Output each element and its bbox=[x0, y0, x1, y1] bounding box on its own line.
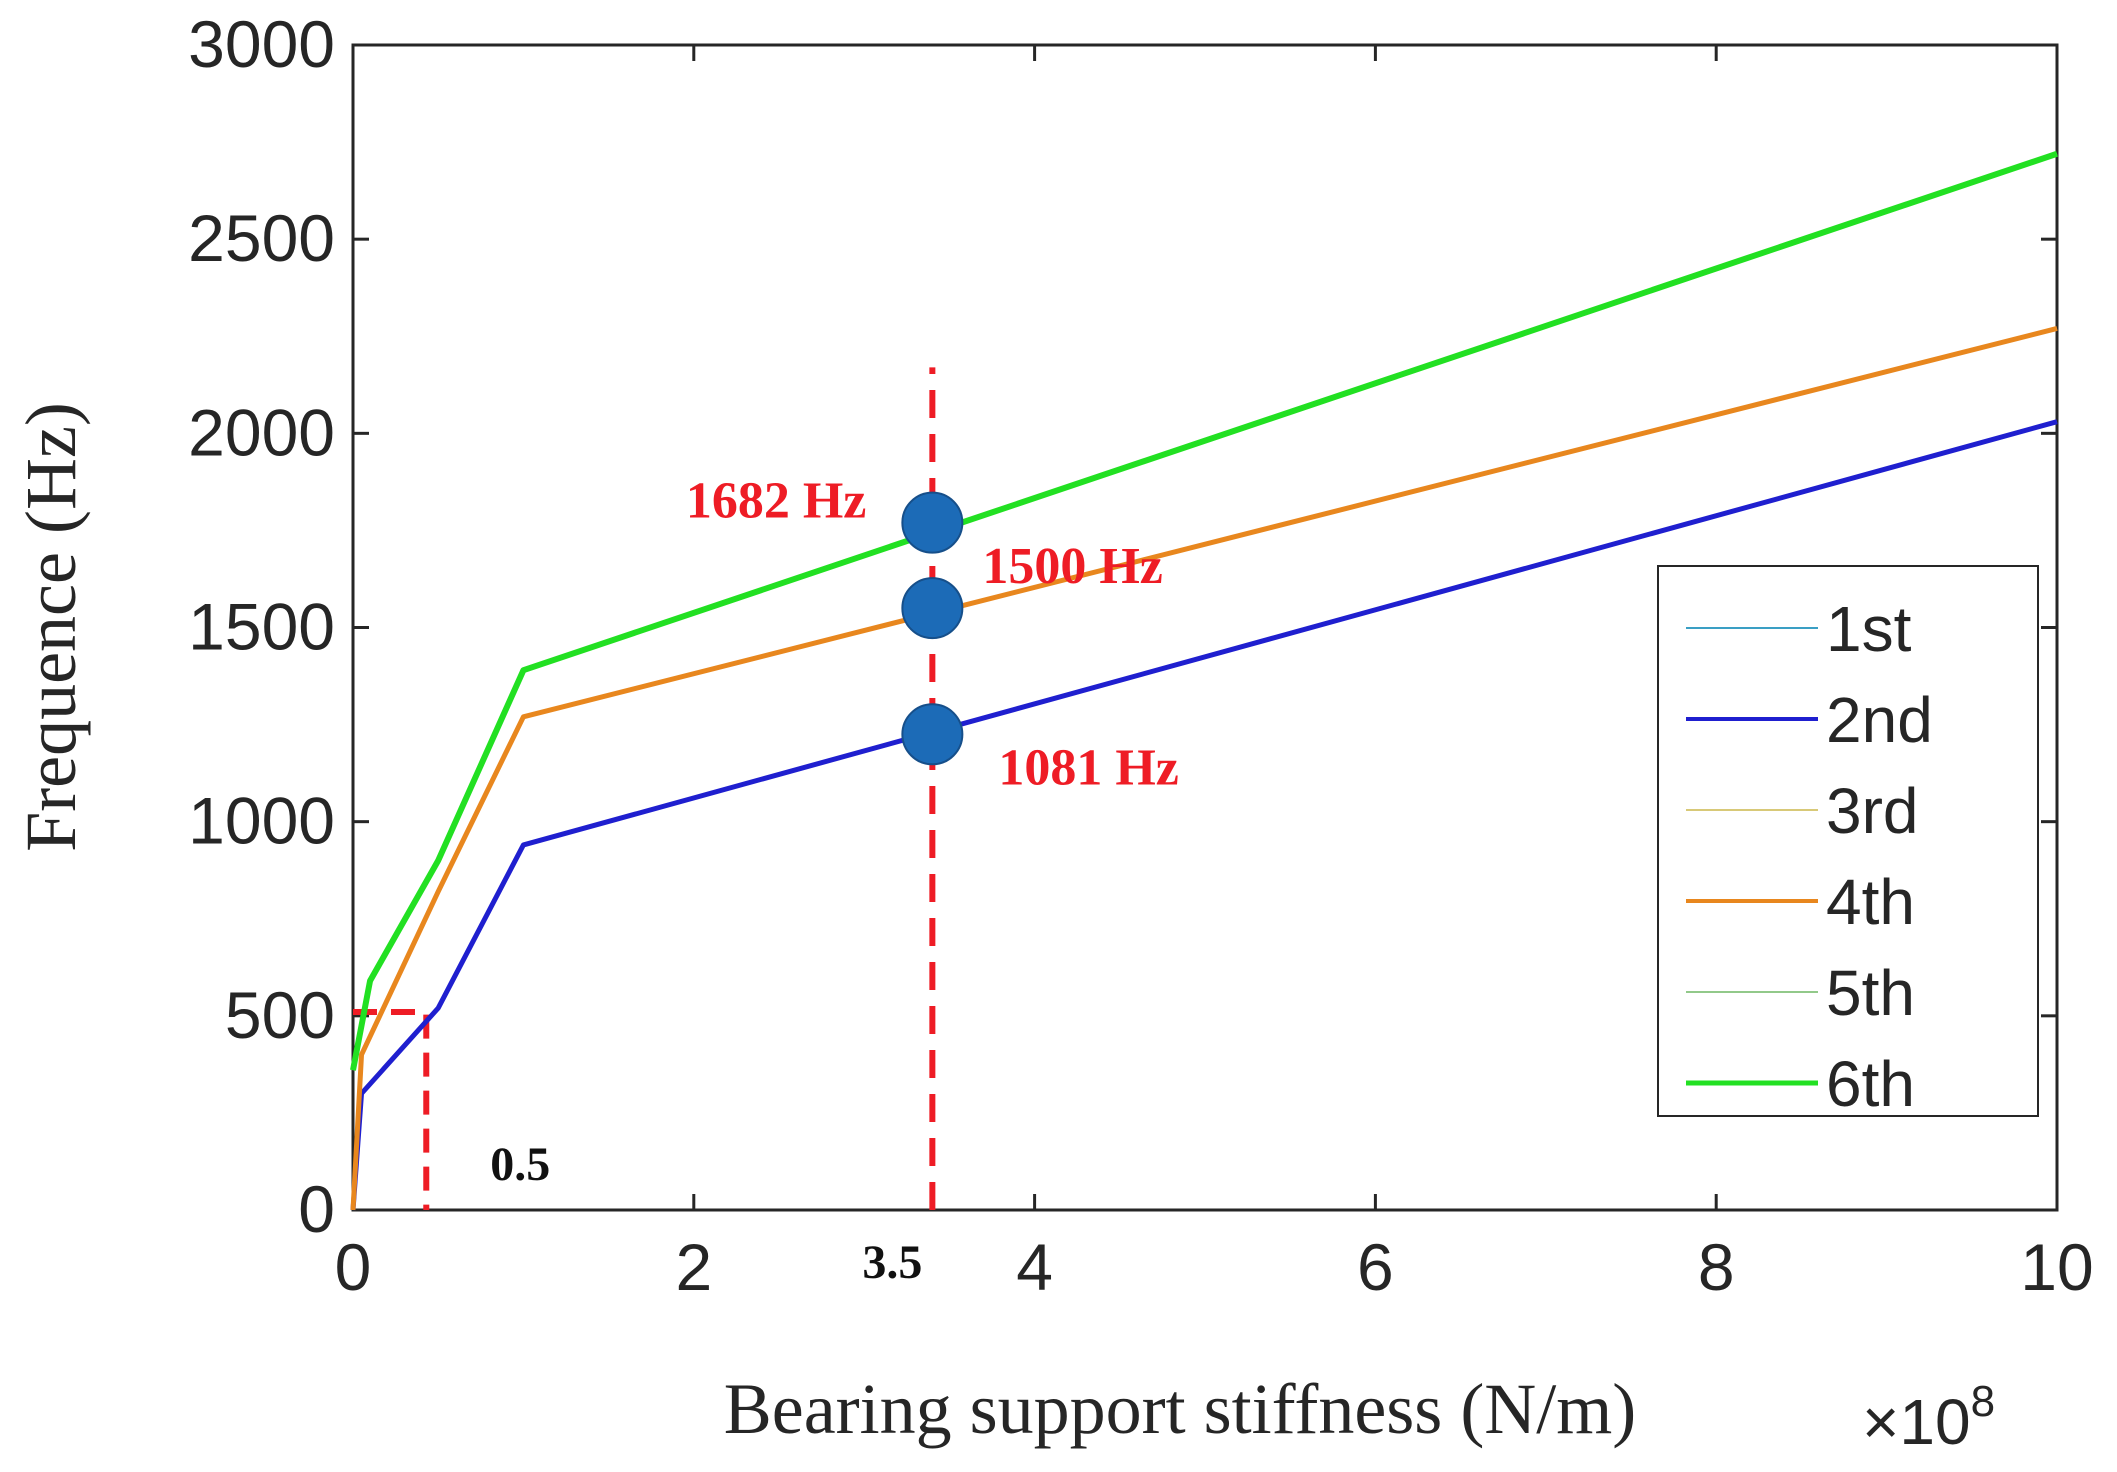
x-axis: 0 2 4 6 8 10 bbox=[335, 45, 2094, 1304]
legend-box bbox=[1657, 565, 2039, 1117]
marker-value-label: 1500 Hz bbox=[982, 538, 1163, 595]
y-tick-label: 3000 bbox=[188, 7, 335, 81]
x-tick-label: 0 bbox=[335, 1230, 372, 1304]
marker-value-label: 1682 Hz bbox=[686, 473, 867, 530]
legend-entry-label: 4th bbox=[1826, 866, 1915, 938]
highlight-marker bbox=[901, 577, 964, 640]
corner-dashed-reference-line bbox=[353, 1008, 430, 1210]
x-tick-label: 4 bbox=[1016, 1230, 1053, 1304]
x-tick-label: 10 bbox=[2020, 1230, 2093, 1304]
series-lines bbox=[350, 150, 2058, 1211]
y-axis-title: Frequence (Hz) bbox=[11, 402, 91, 852]
y-tick-label: 2500 bbox=[188, 201, 335, 275]
legend-entry-label: 1st bbox=[1826, 593, 1912, 665]
y-tick-label: 1000 bbox=[188, 784, 335, 858]
legend: 1st 2nd 3rd 4th 5th 6th bbox=[1657, 565, 2039, 1120]
x-tick-label: 6 bbox=[1357, 1230, 1394, 1304]
series-line-6th bbox=[350, 150, 2058, 1071]
legend-entry-label: 3rd bbox=[1826, 775, 1919, 847]
reference-x-label: 3.5 bbox=[862, 1236, 922, 1289]
reference-lines: 3.5 0.5 bbox=[353, 367, 936, 1289]
highlight-marker bbox=[901, 491, 964, 554]
legend-entry-label: 6th bbox=[1826, 1048, 1915, 1120]
x-tick-label: 8 bbox=[1698, 1230, 1735, 1304]
highlight-marker bbox=[901, 703, 964, 766]
y-tick-label: 0 bbox=[298, 1172, 335, 1246]
highlight-markers: 1682 Hz 1500 Hz 1081 Hz bbox=[686, 473, 1179, 797]
y-tick-label: 2000 bbox=[188, 395, 335, 469]
legend-entry-label: 5th bbox=[1826, 957, 1915, 1029]
x-multiplier-exponent: 8 bbox=[1971, 1377, 1995, 1426]
x-multiplier-label: ×108 bbox=[1862, 1377, 1995, 1458]
series-line-4th bbox=[350, 326, 2058, 1211]
legend-entry-label: 2nd bbox=[1826, 684, 1933, 756]
x-multiplier-base: ×10 bbox=[1862, 1386, 1971, 1458]
x-axis-title: Bearing support stiffness (N/m) bbox=[724, 1369, 1637, 1449]
marker-value-label: 1081 Hz bbox=[998, 739, 1179, 796]
x-tick-label: 2 bbox=[675, 1230, 712, 1304]
y-tick-label: 500 bbox=[225, 978, 335, 1052]
y-tick-label: 1500 bbox=[188, 590, 335, 664]
y-axis: 0 500 1000 1500 2000 2500 3000 bbox=[188, 7, 2057, 1246]
reference-corner-label: 0.5 bbox=[490, 1138, 550, 1191]
